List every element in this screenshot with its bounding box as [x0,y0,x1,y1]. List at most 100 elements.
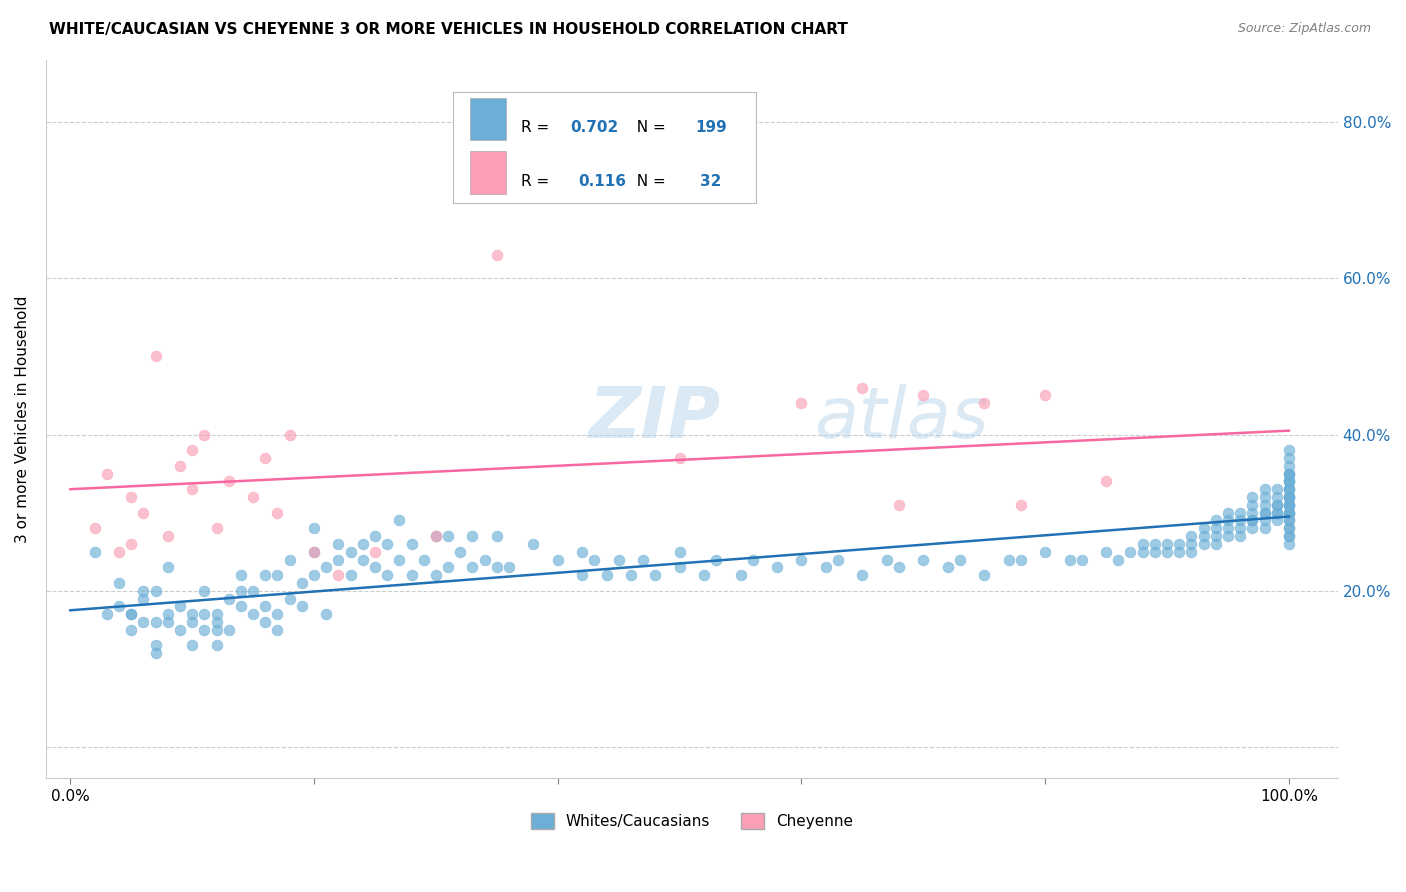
Point [181,482,204,496]
Point [181,639,204,653]
Point [1278,467,1301,481]
Point [108,576,131,591]
Point [1095,544,1118,558]
Point [912,388,935,402]
Point [1168,544,1191,558]
Point [364,560,387,574]
Point [339,568,361,582]
Point [315,607,337,622]
Point [1033,544,1056,558]
Point [181,615,204,629]
Point [912,552,935,566]
Point [461,529,484,543]
Text: R =: R = [522,174,560,188]
Point [1216,521,1239,535]
Point [1278,498,1301,512]
Point [1156,544,1178,558]
Point [1229,521,1251,535]
Point [668,450,690,465]
Point [1253,521,1275,535]
Point [352,537,374,551]
Point [571,544,593,558]
Point [1180,529,1202,543]
Point [205,623,228,637]
Point [1241,490,1264,504]
Point [1278,490,1301,504]
Point [145,615,167,629]
Point [1241,513,1264,527]
Point [1253,506,1275,520]
Point [1265,498,1288,512]
Point [1278,513,1301,527]
Point [388,552,411,566]
Point [607,552,630,566]
Point [1278,498,1301,512]
Point [425,529,447,543]
Point [1278,450,1301,465]
Point [790,396,813,410]
Point [1278,513,1301,527]
Point [401,537,423,551]
Point [1278,482,1301,496]
Point [1253,490,1275,504]
Point [1205,521,1227,535]
Point [1278,529,1301,543]
Point [205,521,228,535]
Point [1265,513,1288,527]
Point [120,607,142,622]
Point [522,537,544,551]
Point [1278,467,1301,481]
Point [498,560,520,574]
Point [120,490,142,504]
Text: 32: 32 [700,174,721,188]
Point [1205,537,1227,551]
Point [181,443,204,458]
Point [1205,513,1227,527]
Point [668,544,690,558]
Point [1278,537,1301,551]
Point [254,599,277,614]
Text: 0.702: 0.702 [571,120,619,135]
Point [254,568,277,582]
Point [1143,544,1166,558]
Point [1229,506,1251,520]
Point [814,560,837,574]
FancyBboxPatch shape [470,98,506,140]
Point [181,607,204,622]
Point [1033,388,1056,402]
Point [302,568,325,582]
Point [1180,537,1202,551]
Point [291,599,314,614]
Point [120,607,142,622]
Point [145,639,167,653]
Point [1143,537,1166,551]
Point [412,552,434,566]
Point [401,568,423,582]
Point [375,537,398,551]
Point [474,552,496,566]
Point [730,568,752,582]
Point [205,639,228,653]
Point [1229,529,1251,543]
Point [1278,475,1301,489]
Point [193,623,215,637]
Point [1278,443,1301,458]
Point [291,576,314,591]
Text: R =: R = [522,120,554,135]
Point [1278,482,1301,496]
Point [1278,506,1301,520]
Point [485,529,508,543]
Point [887,498,910,512]
Point [242,583,264,598]
Point [827,552,849,566]
Point [242,607,264,622]
Point [644,568,666,582]
Point [169,623,191,637]
Point [96,467,118,481]
Point [145,646,167,660]
Point [339,544,361,558]
Point [1205,529,1227,543]
Point [169,458,191,473]
Point [887,560,910,574]
Point [193,607,215,622]
